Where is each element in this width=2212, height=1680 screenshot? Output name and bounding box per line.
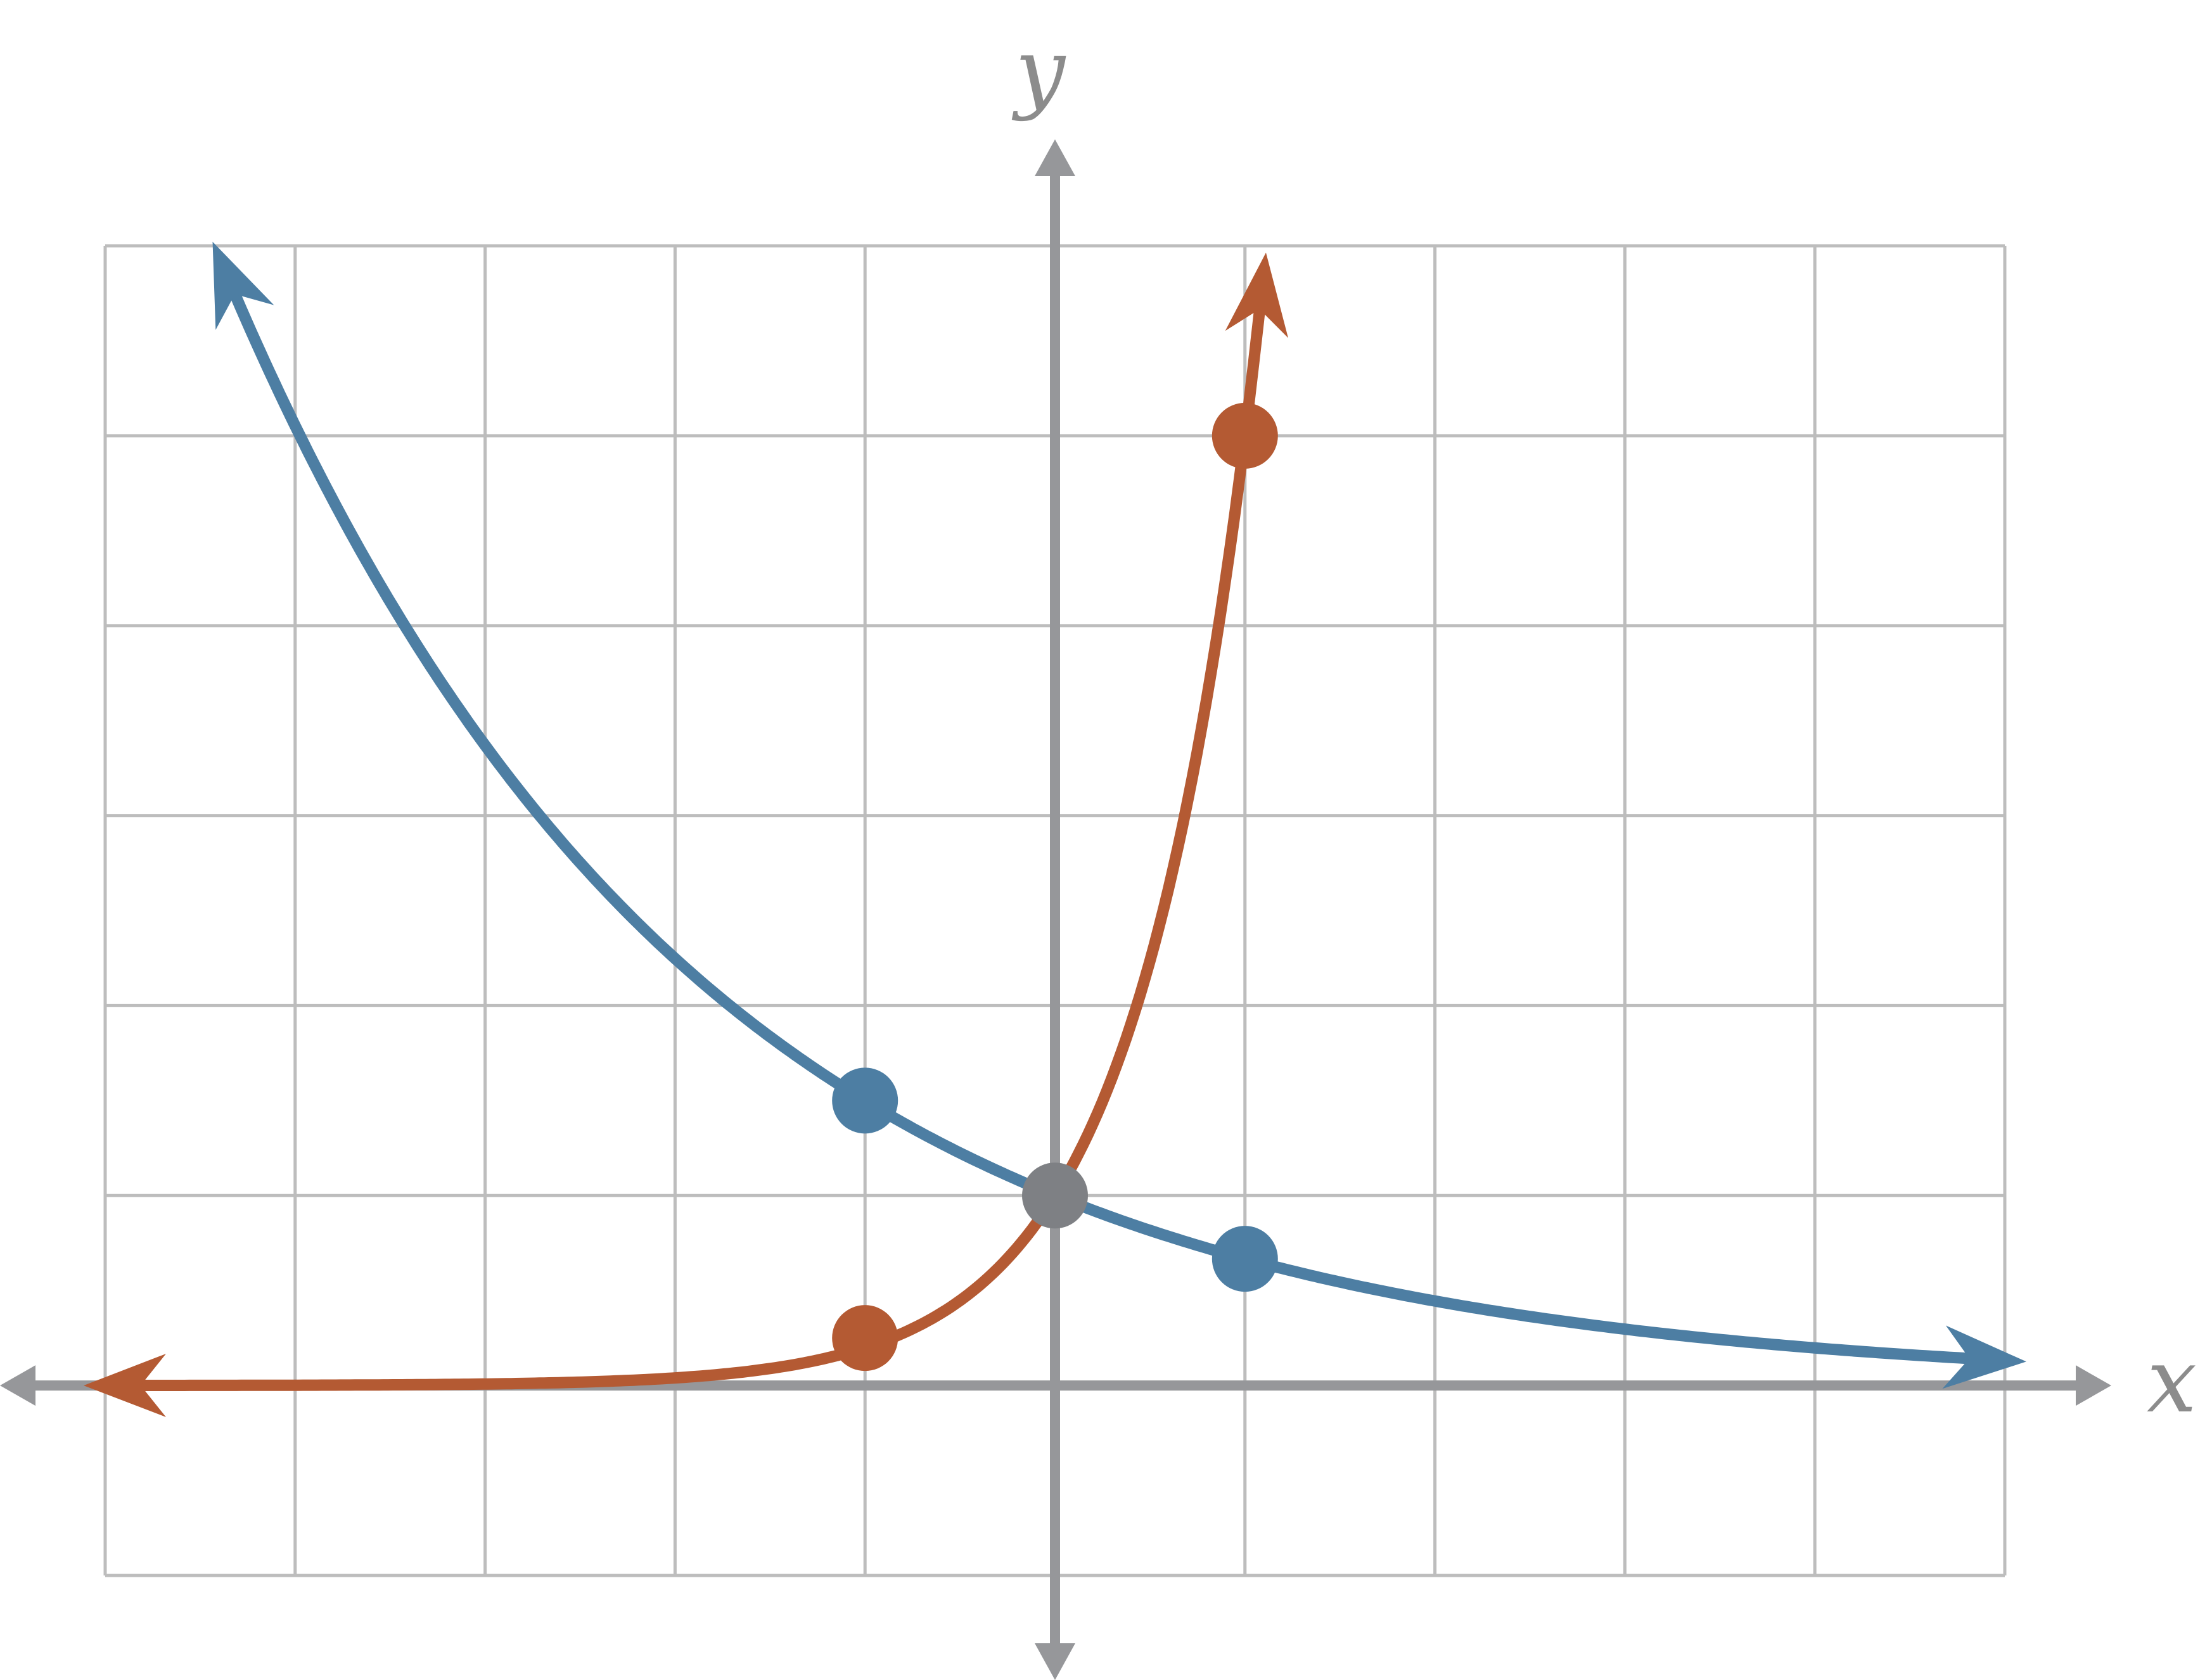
y-axis-label: y: [1011, 20, 1066, 123]
y-axis-arrow-up: [1035, 139, 1075, 176]
series-2-point: [832, 1305, 898, 1371]
series-2-end-arrow: [1225, 252, 1289, 338]
data-points: [832, 402, 1278, 1371]
y-axis-arrow-down: [1035, 1643, 1075, 1680]
axes: [0, 139, 2111, 1680]
series-1-start-arrow: [212, 241, 274, 330]
series-1-curve: [217, 259, 2007, 1366]
x-axis-label: x: [2147, 1330, 2197, 1433]
x-axis-arrow-right: [2076, 1365, 2111, 1406]
series-2-start-arrow: [83, 1353, 167, 1417]
series-2-curve: [103, 272, 1269, 1391]
series-1-end-arrow: [1942, 1325, 2026, 1389]
common-intercept-point: [1022, 1162, 1088, 1229]
x-axis-arrow-left: [0, 1365, 35, 1406]
series-1-point: [832, 1067, 898, 1134]
series-1-point: [1211, 1226, 1278, 1292]
series-2-point: [1211, 402, 1278, 469]
